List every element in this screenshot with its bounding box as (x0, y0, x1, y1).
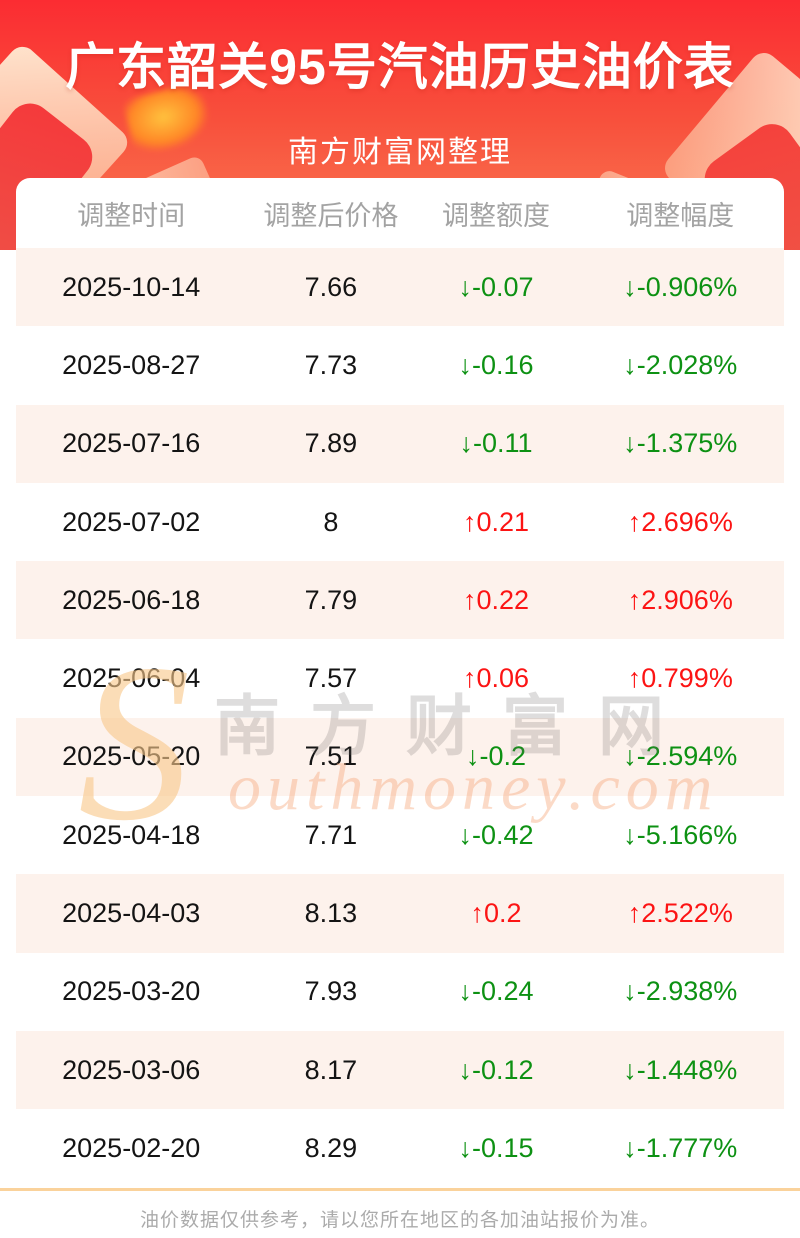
cell-date: 2025-06-18 (62, 584, 201, 615)
cell-date: 2025-03-20 (62, 976, 201, 1007)
cell-percent: ↓-2.594% (623, 741, 738, 772)
cell-date: 2025-04-03 (62, 898, 201, 929)
table-row: 2025-02-20 8.29 ↓-0.15 ↓-1.777% (16, 1109, 784, 1187)
cell-percent: ↓-1.375% (623, 428, 738, 459)
cell-change: ↓-0.15 (458, 1132, 534, 1163)
cell-percent: ↓-2.938% (623, 976, 738, 1007)
cell-price: 8 (323, 506, 339, 537)
column-header-adjust-range: 调整幅度 (626, 200, 735, 231)
price-table-card: 调整时间 调整后价格 调整额度 调整幅度 2025-10-14 7.66 ↓-0… (16, 178, 784, 1188)
cell-percent: ↑0.799% (627, 663, 733, 694)
table-row: 2025-06-04 7.57 ↑0.06 ↑0.799% (16, 639, 784, 717)
cell-percent: ↓-1.777% (623, 1132, 738, 1163)
cell-change: ↓-0.24 (458, 976, 534, 1007)
cell-date: 2025-06-04 (62, 663, 201, 694)
table-header-row: 调整时间 调整后价格 调整额度 调整幅度 (16, 178, 784, 248)
page-title: 广东韶关95号汽油历史油价表 (65, 39, 735, 95)
cell-price: 7.89 (304, 428, 358, 459)
cell-change: ↓-0.2 (465, 741, 526, 772)
cell-percent: ↑2.696% (627, 506, 733, 537)
table-row: 2025-04-18 7.71 ↓-0.42 ↓-5.166% (16, 796, 784, 874)
column-header-adjust-amount: 调整额度 (441, 200, 550, 231)
cell-change: ↓-0.16 (458, 349, 534, 380)
table-row: 2025-06-18 7.79 ↑0.22 ↑2.906% (16, 561, 784, 640)
column-header-adjust-time: 调整时间 (77, 200, 186, 231)
cell-date: 2025-07-02 (62, 506, 201, 537)
cell-price: 7.57 (304, 663, 358, 694)
table-row: 2025-08-27 7.73 ↓-0.16 ↓-2.028% (16, 326, 784, 404)
cell-price: 7.71 (304, 819, 358, 850)
cell-percent: ↑2.522% (627, 898, 733, 929)
page-subtitle: 南方财富网整理 (288, 136, 512, 169)
table-row: 2025-05-20 7.51 ↓-0.2 ↓-2.594% (16, 717, 784, 797)
table-body: 2025-10-14 7.66 ↓-0.07 ↓-0.906% 2025-08-… (16, 248, 784, 1188)
cell-price: 7.73 (304, 349, 358, 380)
cell-change: ↓-0.42 (458, 819, 534, 850)
cell-change: ↑0.2 (470, 898, 522, 929)
table-row: 2025-03-20 7.93 ↓-0.24 ↓-2.938% (16, 953, 784, 1031)
cell-price: 8.29 (304, 1132, 358, 1163)
cell-change: ↑0.06 (462, 663, 529, 694)
cell-price: 7.66 (304, 271, 358, 302)
table-row: 2025-03-06 8.17 ↓-0.12 ↓-1.448% (16, 1030, 784, 1110)
cell-price: 8.13 (304, 898, 358, 929)
table-row: 2025-10-14 7.66 ↓-0.07 ↓-0.906% (16, 248, 784, 327)
cell-percent: ↓-5.166% (623, 819, 738, 850)
cell-change: ↑0.22 (462, 584, 529, 615)
cell-percent: ↓-1.448% (623, 1054, 738, 1085)
cell-percent: ↑2.906% (627, 584, 733, 615)
cell-price: 8.17 (304, 1054, 358, 1085)
cell-date: 2025-05-20 (62, 741, 201, 772)
table-row: 2025-07-16 7.89 ↓-0.11 ↓-1.375% (16, 404, 784, 483)
cell-date: 2025-02-20 (62, 1132, 201, 1163)
cell-date: 2025-04-18 (62, 819, 201, 850)
table-row: 2025-07-02 8 ↑0.21 ↑2.696% (16, 483, 784, 561)
cell-date: 2025-08-27 (62, 349, 201, 380)
cell-price: 7.93 (304, 976, 358, 1007)
cell-price: 7.51 (304, 741, 358, 772)
cell-change: ↓-0.07 (458, 271, 534, 302)
footer-disclaimer: 油价数据仅供参考，请以您所在地区的各加油站报价为准。 (0, 1187, 800, 1232)
table-row: 2025-04-03 8.13 ↑0.2 ↑2.522% (16, 874, 784, 953)
cell-date: 2025-10-14 (62, 271, 201, 302)
cell-percent: ↓-0.906% (623, 271, 738, 302)
cell-percent: ↓-2.028% (623, 349, 738, 380)
cell-price: 7.79 (304, 584, 358, 615)
cell-date: 2025-07-16 (62, 428, 201, 459)
cell-date: 2025-03-06 (62, 1054, 201, 1085)
cell-change: ↓-0.11 (459, 428, 533, 459)
cell-change: ↓-0.12 (458, 1054, 534, 1085)
column-header-adjusted-price: 调整后价格 (263, 200, 399, 231)
cell-change: ↑0.21 (462, 506, 529, 537)
